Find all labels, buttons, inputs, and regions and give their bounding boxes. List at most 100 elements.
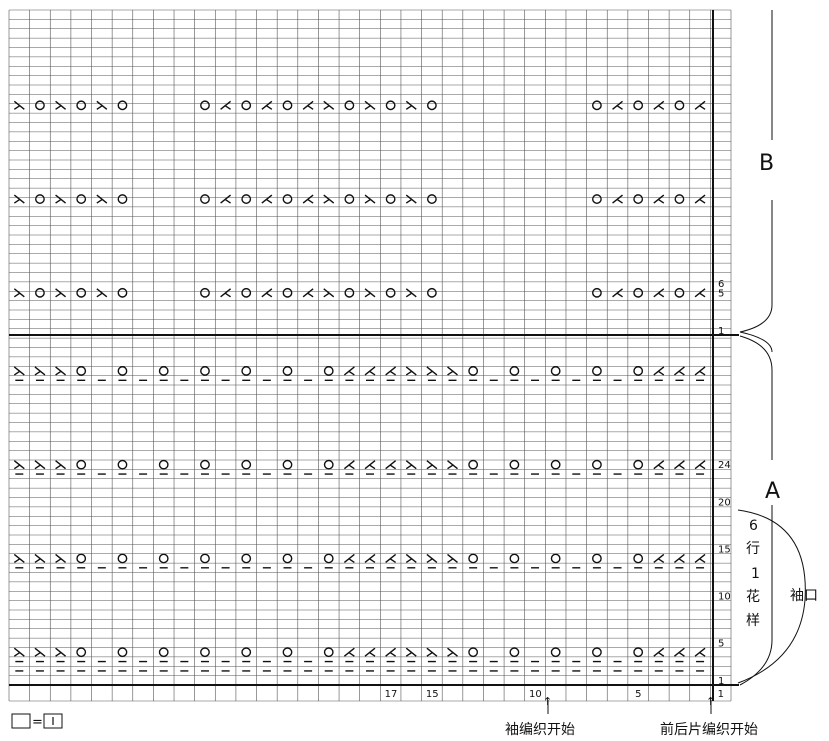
k2tog-symbol [343, 647, 355, 657]
ssk-symbol [405, 460, 417, 470]
ssk-symbol [405, 366, 417, 376]
ssk-symbol [55, 460, 67, 470]
yo-symbol [468, 459, 479, 470]
k2tog-symbol [694, 553, 706, 564]
body-start-label: 前后片编织开始 [660, 721, 758, 738]
ssk-symbol [323, 194, 335, 204]
legend-equals: = [32, 715, 43, 730]
k2tog-symbol [653, 100, 665, 110]
yo-symbol [76, 647, 87, 658]
yo-symbol [200, 366, 210, 376]
yo-symbol [76, 553, 87, 564]
yo-symbol [76, 194, 87, 204]
yo-symbol [282, 366, 293, 376]
yo-symbol [241, 100, 252, 111]
k2tog-symbol [343, 460, 355, 470]
repeat-text-4: 花 [746, 589, 760, 605]
row-number-A: 15 [718, 545, 731, 556]
yo-symbol [282, 553, 293, 564]
yo-symbol [674, 194, 685, 204]
k2tog-symbol [673, 647, 685, 657]
bracket-cuff [737, 509, 806, 684]
yo-symbol [200, 194, 210, 204]
yo-symbol [76, 100, 87, 111]
k2tog-symbol [612, 100, 623, 110]
yo-symbol [633, 100, 644, 111]
ssk-symbol [34, 460, 46, 470]
k2tog-symbol [364, 553, 376, 564]
repeat-text-5: 样 [746, 613, 760, 629]
k2tog-symbol [673, 366, 685, 376]
repeat-text-1: 6 [749, 518, 758, 534]
yo-symbol [35, 100, 45, 111]
ssk-symbol [96, 288, 108, 298]
ssk-symbol [96, 194, 108, 204]
row-number-B: 5 [718, 288, 724, 299]
yo-symbol [35, 194, 45, 204]
yo-symbol [76, 366, 87, 376]
yo-symbol [592, 647, 602, 658]
k2tog-symbol [673, 553, 685, 564]
yo-symbol [633, 459, 644, 470]
yo-symbol [282, 194, 293, 204]
k2tog-symbol [302, 194, 314, 204]
yo-symbol [35, 287, 45, 298]
yo-symbol [468, 366, 479, 376]
row-number-B: 1 [718, 326, 724, 337]
k2tog-symbol [612, 288, 623, 298]
k2tog-symbol [694, 194, 706, 204]
yo-symbol [241, 647, 252, 658]
yo-symbol [117, 287, 128, 298]
ssk-symbol [34, 553, 46, 564]
k2tog-symbol [653, 647, 665, 657]
k2tog-symbol [653, 366, 665, 376]
yo-symbol [592, 366, 602, 376]
ssk-symbol [13, 288, 25, 298]
k2tog-symbol [612, 194, 623, 204]
yo-symbol [550, 366, 561, 376]
yo-symbol [200, 459, 210, 470]
yo-symbol [509, 647, 520, 658]
ssk-symbol [426, 460, 438, 470]
yo-symbol [592, 287, 602, 298]
ssk-symbol [13, 100, 25, 110]
k2tog-symbol [653, 194, 665, 204]
k2tog-symbol [653, 553, 665, 564]
ssk-symbol [13, 647, 25, 657]
yo-symbol [509, 366, 520, 376]
yo-symbol [117, 194, 128, 204]
yo-symbol [468, 647, 479, 658]
yo-symbol [241, 459, 252, 470]
cuff-label: 袖口 [790, 588, 818, 604]
yo-symbol [323, 459, 334, 470]
ssk-symbol [405, 553, 417, 564]
chart-grid [8, 9, 739, 702]
yo-symbol [117, 100, 128, 111]
row-number-B: 6 [718, 279, 724, 290]
yo-symbol [158, 647, 169, 658]
yo-symbol [323, 366, 334, 376]
ssk-symbol [55, 553, 67, 564]
ssk-symbol [13, 194, 25, 204]
k2tog-symbol [343, 366, 355, 376]
yo-symbol [323, 553, 334, 564]
row-number-A: 20 [718, 498, 731, 509]
k2tog-symbol [261, 100, 273, 110]
ssk-symbol [13, 366, 25, 376]
repeat-text-3: 1 [751, 566, 760, 582]
ssk-symbol [405, 288, 417, 298]
stitch-symbols [13, 100, 706, 672]
yo-symbol [550, 647, 561, 658]
ssk-symbol [447, 366, 458, 376]
yo-symbol [282, 459, 293, 470]
yo-symbol [550, 553, 561, 564]
k2tog-symbol [220, 100, 232, 110]
column-number: 15 [426, 689, 439, 700]
row-number-A: 1 [718, 676, 724, 687]
ssk-symbol [447, 553, 458, 564]
yo-symbol [592, 194, 602, 204]
yo-symbol [633, 287, 644, 298]
k2tog-symbol [220, 194, 232, 204]
yo-symbol [344, 194, 355, 204]
